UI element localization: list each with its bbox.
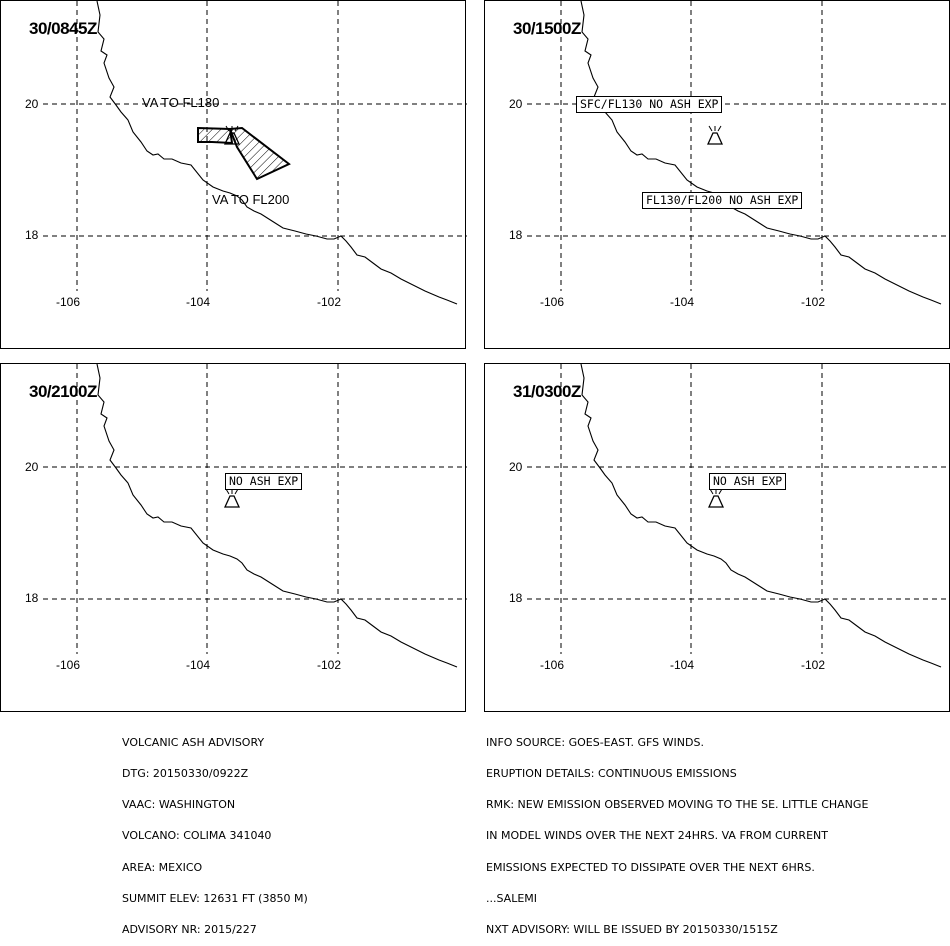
lat-label-20: 20 [25,460,39,474]
advisory-header-block: VOLCANIC ASH ADVISORY DTG: 20150330/0922… [122,717,308,946]
coastline [580,0,942,305]
map-panel-2: 30/1500Z 20 18 -106 -104 -102 SFC/FL130 … [484,0,950,349]
ash-area-fl200 [228,126,291,181]
lon-label-106: -106 [56,658,81,672]
advisory-line: ...SALEMI [486,891,538,905]
volcano-icon [223,488,241,508]
advisory-remarks-block: INFO SOURCE: GOES-EAST. GFS WINDS. ERUPT… [486,717,868,946]
ash-label-fl200: VA TO FL200 [212,192,290,207]
volcano-icon [223,125,241,145]
map-4 [527,363,950,668]
coastline [96,0,458,305]
advisory-line: ADVISORY NR: 2015/227 [122,923,257,937]
advisory-line: ERUPTION DETAILS: CONTINUOUS EMISSIONS [486,767,737,781]
advisory-line: VAAC: WASHINGTON [122,798,236,812]
advisory-line: SUMMIT ELEV: 12631 FT (3850 M) [122,891,308,905]
ash-area-fl130 [197,126,234,145]
ash-label-fl130-fl200: FL130/FL200 NO ASH EXP [642,192,803,209]
lon-label-104: -104 [186,658,211,672]
lon-label-106: -106 [540,295,565,309]
ash-label-no-ash: NO ASH EXP [709,473,787,490]
coastline [96,363,458,668]
advisory-line: VOLCANIC ASH ADVISORY [122,735,265,749]
lon-label-104: -104 [186,295,211,309]
valid-time: 30/2100Z [29,382,97,401]
lat-label-18: 18 [509,228,523,242]
map-panel-3: 30/2100Z 20 18 -106 -104 -102 NO ASH EXP [0,363,467,712]
lat-label-20: 20 [509,460,523,474]
advisory-line: EMISSIONS EXPECTED TO DISSIPATE OVER THE… [486,860,815,874]
advisory-line: VOLCANO: COLIMA 341040 [122,829,272,843]
lat-label-18: 18 [25,228,39,242]
lat-label-20: 20 [509,97,523,111]
volcano-icon [707,488,725,508]
ash-label-no-ash: NO ASH EXP [225,473,303,490]
ash-label-sfc-fl130: SFC/FL130 NO ASH EXP [576,96,723,113]
advisory-line: INFO SOURCE: GOES-EAST. GFS WINDS. [486,735,704,749]
valid-time: 30/1500Z [513,19,581,38]
advisory-line: NXT ADVISORY: WILL BE ISSUED BY 20150330… [486,923,778,937]
lon-label-106: -106 [540,658,565,672]
map-3 [43,363,467,668]
lat-label-20: 20 [25,97,39,111]
lat-label-18: 18 [25,591,39,605]
valid-time: 31/0300Z [513,382,581,401]
lon-label-106: -106 [56,295,81,309]
map-panel-1: 30/0845Z 20 18 -106 -104 -102 VA TO FL13… [0,0,467,349]
lon-label-104: -104 [670,295,695,309]
map-1 [43,0,467,305]
lon-label-102: -102 [317,658,342,672]
coastline [580,363,942,668]
advisory-line: IN MODEL WINDS OVER THE NEXT 24HRS. VA F… [486,829,828,843]
map-panel-4: 31/0300Z 20 18 -106 -104 -102 NO ASH EXP [484,363,950,712]
lon-label-102: -102 [317,295,342,309]
advisory-line: AREA: MEXICO [122,860,203,874]
advisory-line: DTG: 20150330/0922Z [122,767,249,781]
valid-time: 30/0845Z [29,19,97,38]
advisory-line: RMK: NEW EMISSION OBSERVED MOVING TO THE… [486,798,869,812]
ash-label-fl130: VA TO FL130 [142,95,220,110]
volcano-icon [706,125,724,145]
lon-label-102: -102 [801,658,826,672]
lon-label-104: -104 [670,658,695,672]
lat-label-18: 18 [509,591,523,605]
lon-label-102: -102 [801,295,826,309]
